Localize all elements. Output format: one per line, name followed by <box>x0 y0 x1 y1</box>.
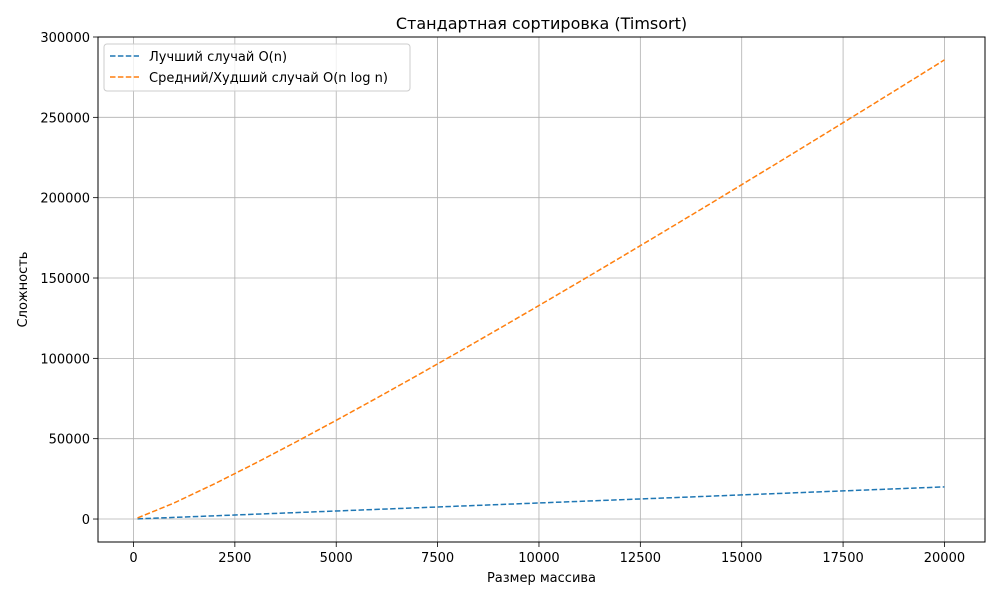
grid <box>98 36 985 542</box>
y-tick-label: 150000 <box>40 272 90 287</box>
x-tick-label: 15000 <box>721 551 762 566</box>
series-layer <box>137 59 945 520</box>
y-tick-label: 200000 <box>40 192 90 207</box>
x-axis-ticks: 0 2500 5000 7500 10000 12500 15000 17500 20000 <box>129 542 965 566</box>
legend-box <box>103 43 411 92</box>
y-tick-label: 300000 <box>40 31 90 46</box>
x-tick-label: 2500 <box>218 551 251 566</box>
y-axis-label: Сложность <box>16 252 31 328</box>
x-tick-label: 0 <box>129 551 137 566</box>
x-tick-label: 5000 <box>320 551 353 566</box>
x-tick-label: 12500 <box>620 551 661 566</box>
series-line-average-worst-case <box>137 59 945 519</box>
x-tick-label: 7500 <box>421 551 454 566</box>
series-line-best-case <box>137 486 945 520</box>
legend-label-best-case: Лучший случай O(n) <box>149 50 287 65</box>
x-tick-label: 10000 <box>518 551 559 566</box>
y-tick-label: 50000 <box>49 433 90 448</box>
y-tick-label: 250000 <box>40 111 90 126</box>
x-tick-label: 17500 <box>822 551 863 566</box>
plot-frame <box>97 36 986 543</box>
legend-label-average-worst-case: Средний/Худший случай O(n log n) <box>149 71 388 86</box>
y-tick-label: 0 <box>82 513 90 528</box>
y-axis-ticks: 0 50000 100000 150000 200000 250000 300000 <box>40 31 98 528</box>
x-tick-label: 20000 <box>924 551 965 566</box>
legend: Лучший случай O(n) Средний/Худший случай… <box>103 43 411 92</box>
chart-title: Стандартная сортировка (Timsort) <box>396 14 687 33</box>
x-axis-label: Размер массива <box>487 571 596 586</box>
y-tick-label: 100000 <box>40 352 90 367</box>
